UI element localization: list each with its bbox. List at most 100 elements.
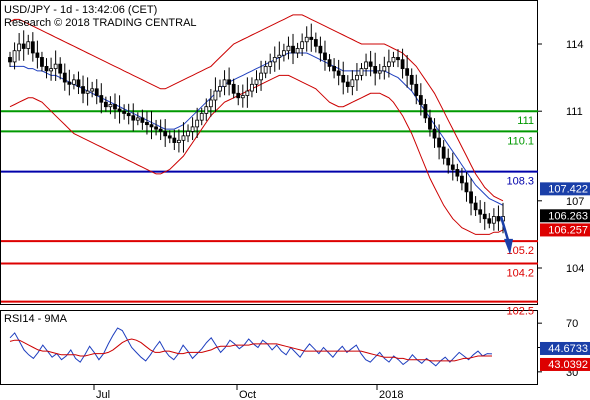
candle	[364, 53, 368, 77]
candle	[140, 109, 145, 130]
candle	[227, 67, 232, 96]
candle	[350, 70, 355, 96]
rsi-lines	[9, 327, 493, 367]
candle	[272, 46, 277, 72]
candle	[313, 32, 318, 53]
candle-body	[90, 88, 95, 92]
tag-106-257	[540, 223, 590, 237]
chart-title: USD/JPY - 1d - 13:42:06 (CET)	[4, 4, 157, 16]
candle-body	[208, 99, 213, 108]
candle	[277, 41, 282, 70]
candle	[455, 163, 460, 182]
candle-body	[135, 117, 140, 121]
candle-body	[254, 79, 259, 85]
candle-body	[327, 59, 332, 67]
candle-body	[441, 146, 446, 159]
candle-body	[53, 63, 58, 70]
candle	[259, 60, 263, 91]
candle	[432, 118, 437, 148]
candle	[460, 167, 464, 191]
candle	[473, 196, 478, 217]
candle-body	[428, 117, 432, 130]
x-tick-label: Jul	[96, 389, 110, 400]
price-axis: 104107111114305070	[538, 39, 584, 379]
candle	[208, 89, 213, 117]
y-tick-label: 107	[566, 196, 584, 208]
candle-body	[222, 79, 227, 87]
candle	[149, 110, 154, 140]
candle-body	[103, 101, 108, 108]
candle	[405, 54, 410, 88]
candle	[464, 171, 469, 202]
candle-body	[176, 139, 181, 143]
candle-body	[350, 79, 355, 87]
candle	[145, 111, 149, 135]
candle	[377, 63, 382, 80]
candle-body	[446, 157, 451, 166]
candle	[67, 69, 72, 96]
candle-body	[405, 68, 410, 76]
tag-107-422	[540, 182, 590, 196]
candle-body	[122, 110, 127, 114]
bollinger-lower-line	[9, 74, 504, 235]
candle-body	[58, 63, 63, 74]
candle	[62, 63, 67, 91]
candle-body	[126, 113, 131, 117]
candle	[103, 96, 108, 112]
level-label-pivot: 108.3	[506, 176, 534, 188]
candle	[336, 59, 341, 86]
candle-body	[108, 104, 113, 108]
candle	[254, 70, 259, 93]
candle-body	[318, 45, 323, 54]
candle	[99, 83, 104, 114]
candle-body	[281, 50, 286, 56]
candle	[195, 107, 200, 138]
candle-body	[304, 36, 309, 43]
candle	[309, 23, 314, 52]
candle-body	[478, 209, 483, 215]
candle-body	[268, 61, 273, 67]
candle	[172, 129, 177, 151]
candle	[487, 213, 492, 229]
candle	[300, 33, 305, 56]
candle	[446, 148, 451, 174]
candle	[117, 95, 122, 124]
candle	[469, 178, 473, 216]
candle-body	[396, 57, 400, 61]
candle	[263, 60, 268, 79]
bollinger-upper-line	[9, 14, 504, 202]
candle-body	[409, 74, 414, 85]
rsi-panel-frame	[0, 310, 538, 385]
rsi-tag-43-0392-label: 43.0392	[548, 359, 588, 371]
candle-body	[414, 83, 419, 96]
price-tags: 107.422 106.263 106.257 44.6733 43.0392	[540, 182, 590, 371]
candle	[12, 42, 17, 70]
candle-body	[40, 57, 44, 67]
candle-body	[373, 66, 378, 74]
candle	[58, 57, 63, 80]
candle	[126, 103, 131, 125]
candle-body	[323, 52, 327, 61]
candle-body	[313, 39, 318, 47]
candle-body	[117, 108, 122, 112]
candle-body	[377, 70, 382, 74]
candle-body	[432, 128, 437, 139]
candle-body	[364, 61, 368, 70]
candle	[158, 119, 163, 141]
candle	[35, 40, 40, 69]
candle-body	[149, 124, 154, 128]
candle-body	[35, 52, 40, 58]
candle-body	[418, 95, 423, 105]
candle	[44, 58, 49, 79]
level-label-resistance-2: 111	[517, 115, 534, 127]
candle	[345, 75, 350, 93]
rsi-title: RSI14 - 9MA	[4, 313, 68, 325]
candle	[53, 50, 58, 81]
candle-body	[72, 79, 76, 85]
candle	[222, 70, 227, 96]
candle-body	[140, 117, 145, 123]
candle-body	[236, 92, 241, 99]
candle-body	[250, 83, 254, 92]
candle-body	[94, 88, 99, 96]
